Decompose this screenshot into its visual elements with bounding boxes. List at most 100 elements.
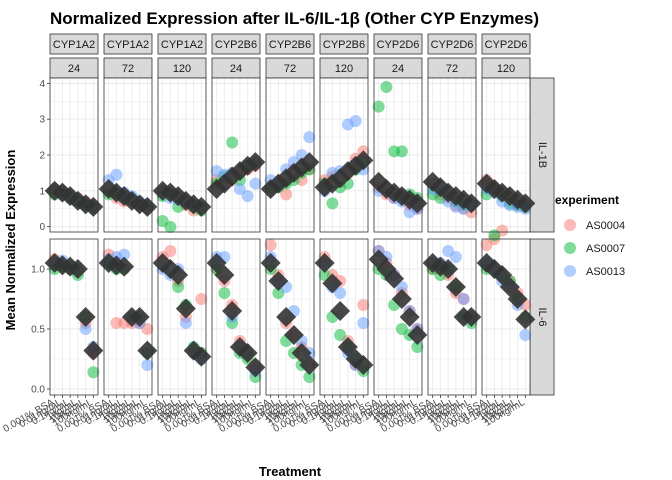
panel-border: [373, 77, 423, 233]
data-point-as0013: [79, 323, 92, 335]
strip-time-label: 120: [497, 63, 515, 75]
panel-border: [481, 77, 531, 233]
mean-marker: [438, 259, 459, 279]
strip-gene-label: CYP2D6: [431, 39, 474, 51]
mean-marker: [391, 289, 412, 309]
strip-gene-label: CYP2B6: [269, 39, 311, 51]
data-point-as0013: [457, 293, 470, 305]
legend-key: [564, 219, 576, 231]
plot-area: CYP1A224CYP1A272CYP1A2120CYP2B624CYP2B67…: [2, 33, 555, 435]
data-point-as0013: [449, 251, 462, 263]
y-tick-label: 3: [39, 115, 45, 126]
strip-time-label: 24: [230, 63, 242, 75]
panel-border: [157, 238, 207, 396]
data-point-as0007: [380, 80, 393, 93]
x-axis-title: Treatment: [259, 464, 322, 479]
data-point-as0004: [280, 188, 293, 201]
legend-key: [564, 242, 576, 254]
legend-title: experiment: [555, 193, 619, 207]
strip-gene-label: CYP2D6: [377, 39, 420, 51]
panel-border: [481, 238, 531, 396]
y-axis-title: Mean Normalized Expression: [3, 150, 18, 331]
data-point-as0013: [110, 168, 123, 181]
data-point-as0007: [334, 329, 347, 341]
mean-marker: [168, 265, 189, 285]
panel-border: [103, 77, 153, 233]
mean-marker: [322, 273, 343, 294]
panel-border: [265, 238, 315, 396]
y-tick-label: 0.0: [31, 385, 45, 396]
mean-marker: [507, 289, 528, 309]
y-tick-label: 0: [39, 222, 45, 233]
strip-row-label: IL-1B: [536, 142, 548, 168]
data-point-as0013: [241, 190, 254, 203]
strip-time-label: 72: [446, 63, 458, 75]
data-point-as0004: [164, 245, 177, 257]
mean-marker: [67, 259, 88, 279]
data-point-as0007: [172, 281, 185, 293]
strip-gene-label: CYP1A2: [53, 39, 95, 51]
data-point-as0004: [357, 299, 370, 311]
panel-border: [319, 77, 369, 233]
panel-border: [265, 77, 315, 233]
y-tick-label: 4: [39, 79, 45, 90]
legend-label: AS0007: [586, 243, 625, 255]
mean-marker: [384, 268, 405, 289]
mean-marker: [237, 155, 258, 176]
strip-time-label: 72: [284, 63, 296, 75]
mean-marker: [399, 307, 420, 327]
strip-gene: [427, 33, 477, 55]
mean-marker: [237, 343, 258, 363]
data-point-as0007: [226, 136, 239, 149]
strip-time-label: 24: [392, 63, 404, 75]
data-point-as0007: [218, 287, 231, 299]
legend: experiment AS0004 AS0007 AS0013: [555, 193, 625, 278]
strip-gene-label: CYP2B6: [215, 39, 257, 51]
data-point-as0013: [334, 287, 347, 299]
panel-border: [319, 238, 369, 396]
data-point-as0013: [349, 114, 362, 127]
strip-gene-label: CYP2B6: [323, 39, 365, 51]
data-point-as0007: [326, 197, 339, 210]
strip-time-label: 24: [68, 63, 80, 75]
data-point-as0007: [395, 145, 408, 158]
data-point-as0013: [233, 183, 246, 196]
mean-marker: [268, 271, 289, 291]
mean-marker: [129, 307, 150, 327]
strip-time-label: 120: [335, 63, 353, 75]
strip-gene-label: CYP1A2: [107, 39, 149, 51]
strip-row: [529, 238, 555, 396]
data-point-as0013: [249, 177, 262, 190]
mean-marker: [445, 277, 466, 297]
data-point-as0007: [318, 269, 331, 281]
legend-label: AS0013: [586, 266, 625, 278]
data-point-as0013: [141, 359, 154, 371]
data-point-as0007: [303, 371, 316, 383]
mean-marker: [276, 307, 297, 327]
panel-border: [211, 77, 261, 233]
strip-gene: [157, 33, 207, 55]
data-point-as0013: [118, 248, 131, 261]
mean-marker: [330, 301, 351, 321]
strip-row-label: IL-6: [536, 308, 548, 327]
strip-gene: [103, 33, 153, 55]
panel-border: [157, 77, 207, 233]
panel-border: [211, 238, 261, 396]
data-point-as0013: [357, 317, 370, 329]
data-point-as0013: [303, 131, 316, 144]
strip-gene-label: CYP1A2: [161, 39, 203, 51]
panel-border: [427, 238, 477, 396]
y-tick-label: 2: [39, 151, 45, 162]
legend-key: [564, 265, 576, 277]
strip-gene: [211, 33, 261, 55]
strip-gene: [319, 33, 369, 55]
legend-label: AS0004: [586, 220, 625, 232]
data-point-as0007: [87, 366, 100, 379]
data-point-as0004: [264, 239, 277, 251]
strip-time-label: 72: [122, 63, 134, 75]
data-point-as0013: [179, 317, 192, 329]
mean-marker: [75, 307, 96, 327]
data-point-as0004: [195, 293, 208, 305]
mean-marker: [114, 256, 135, 277]
